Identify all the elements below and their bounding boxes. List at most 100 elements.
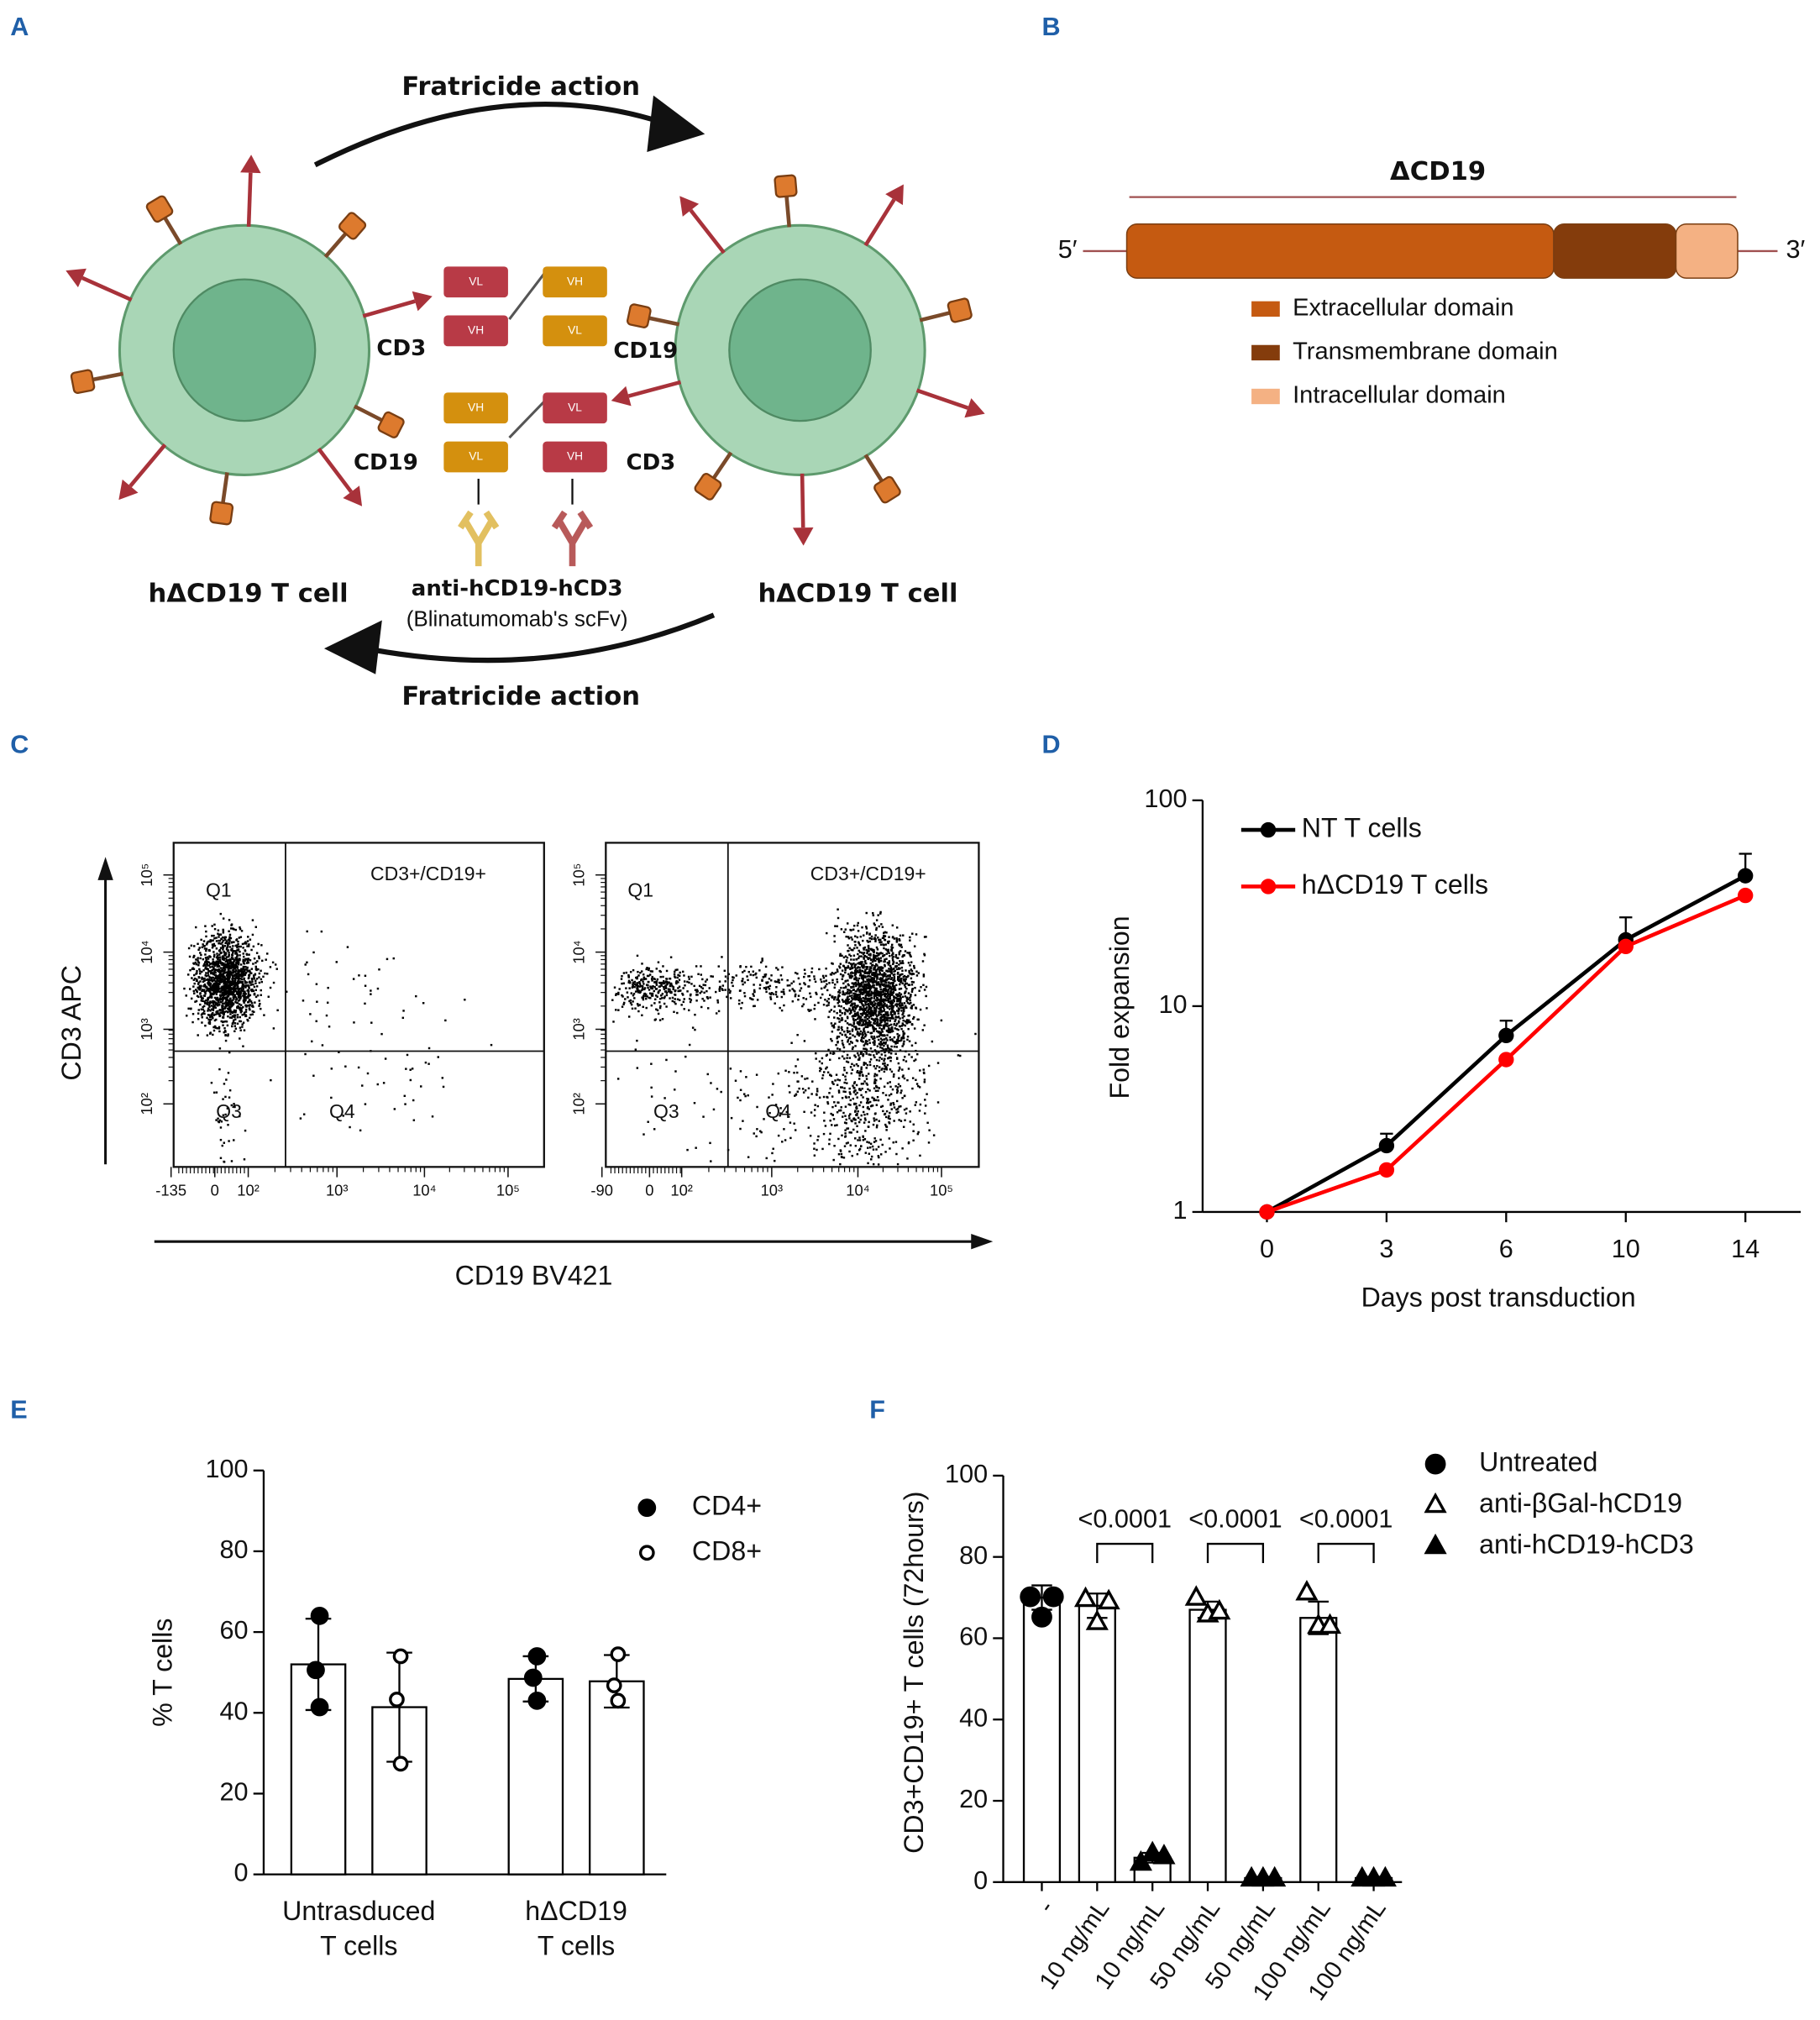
event-dot xyxy=(260,994,262,996)
event-dot xyxy=(892,1006,894,1009)
event-dot xyxy=(195,973,197,975)
event-dot xyxy=(868,1016,871,1019)
event-dot xyxy=(894,987,896,989)
event-dot xyxy=(231,1025,233,1028)
event-dot xyxy=(883,947,885,950)
event-dot xyxy=(884,1015,886,1018)
event-dot xyxy=(204,957,207,959)
event-dot xyxy=(247,996,249,1000)
event-dot xyxy=(866,1099,869,1103)
cd19-receptor xyxy=(145,195,174,223)
event-dot xyxy=(233,995,237,999)
event-dot xyxy=(847,1023,851,1026)
event-dot xyxy=(867,949,870,952)
event-dot xyxy=(366,1072,370,1075)
event-dot xyxy=(837,1089,841,1092)
event-dot xyxy=(223,1030,227,1032)
event-dot xyxy=(882,998,885,1001)
event-dot xyxy=(873,994,876,996)
event-dot xyxy=(227,949,230,952)
event-dot xyxy=(883,988,885,990)
event-dot xyxy=(901,1013,904,1016)
event-dot xyxy=(904,950,907,952)
event-dot xyxy=(669,982,673,985)
flow-plot xyxy=(183,912,493,1163)
event-dot xyxy=(732,984,734,988)
event-dot xyxy=(879,995,883,998)
event-dot xyxy=(859,971,862,973)
event-dot xyxy=(858,943,862,947)
event-dot xyxy=(402,1010,405,1012)
event-dot xyxy=(852,962,855,965)
event-dot xyxy=(228,1004,232,1006)
event-dot xyxy=(831,1124,833,1126)
event-dot xyxy=(207,1004,211,1006)
event-dot xyxy=(401,1016,405,1020)
event-dot xyxy=(763,975,767,978)
event-dot xyxy=(884,965,886,968)
event-dot xyxy=(846,1082,848,1084)
event-dot xyxy=(886,1030,889,1032)
event-dot xyxy=(876,978,879,980)
event-dot xyxy=(850,1131,852,1134)
event-dot xyxy=(239,1026,242,1029)
event-dot xyxy=(247,1000,250,1004)
event-dot xyxy=(897,1012,900,1015)
event-dot xyxy=(816,1148,818,1152)
event-dot xyxy=(866,1083,869,1086)
event-dot xyxy=(663,995,666,998)
event-dot xyxy=(219,947,223,949)
event-dot xyxy=(854,969,857,973)
y-tick-label: 10⁵ xyxy=(570,863,588,887)
event-dot xyxy=(212,988,216,990)
event-dot xyxy=(847,1000,849,1003)
event-dot xyxy=(866,1063,869,1067)
event-dot xyxy=(881,1047,884,1050)
y-tick-label: 10³ xyxy=(570,1018,588,1041)
event-dot xyxy=(207,1018,210,1021)
event-dot xyxy=(878,970,881,973)
event-dot xyxy=(253,985,256,989)
event-dot xyxy=(884,989,888,993)
event-dot xyxy=(865,956,868,958)
event-dot xyxy=(621,1005,624,1008)
event-dot xyxy=(200,995,202,998)
event-dot xyxy=(843,1087,846,1089)
event-dot xyxy=(903,1006,905,1009)
event-dot xyxy=(882,1006,885,1009)
event-dot xyxy=(927,1141,931,1144)
event-dot xyxy=(208,988,212,991)
event-dot xyxy=(875,1148,878,1151)
event-dot xyxy=(203,947,207,950)
event-dot xyxy=(878,1014,880,1016)
event-dot xyxy=(915,970,918,973)
event-dot xyxy=(888,1115,890,1118)
event-dot xyxy=(893,1000,895,1003)
event-dot xyxy=(817,1135,820,1138)
event-dot xyxy=(246,1018,249,1021)
y-tick-label: 40 xyxy=(220,1697,249,1725)
event-dot xyxy=(879,1011,881,1014)
event-dot xyxy=(650,1062,653,1065)
event-dot xyxy=(879,959,883,963)
event-dot xyxy=(858,1072,862,1075)
event-dot xyxy=(868,970,871,973)
event-dot xyxy=(218,977,221,980)
event-dot xyxy=(258,1000,260,1002)
event-dot xyxy=(676,1011,679,1015)
event-dot xyxy=(254,973,257,976)
event-dot xyxy=(855,1105,858,1108)
event-dot xyxy=(643,987,647,989)
event-dot xyxy=(858,990,861,994)
event-dot xyxy=(868,1053,870,1056)
event-dot xyxy=(691,1026,695,1029)
event-dot xyxy=(837,1002,839,1005)
event-dot xyxy=(897,1110,900,1113)
event-dot xyxy=(247,958,249,960)
event-dot xyxy=(653,986,656,989)
event-dot xyxy=(223,1020,225,1023)
event-dot xyxy=(897,957,900,959)
event-dot xyxy=(239,1008,241,1010)
event-dot xyxy=(897,998,900,1000)
event-dot xyxy=(879,943,883,946)
